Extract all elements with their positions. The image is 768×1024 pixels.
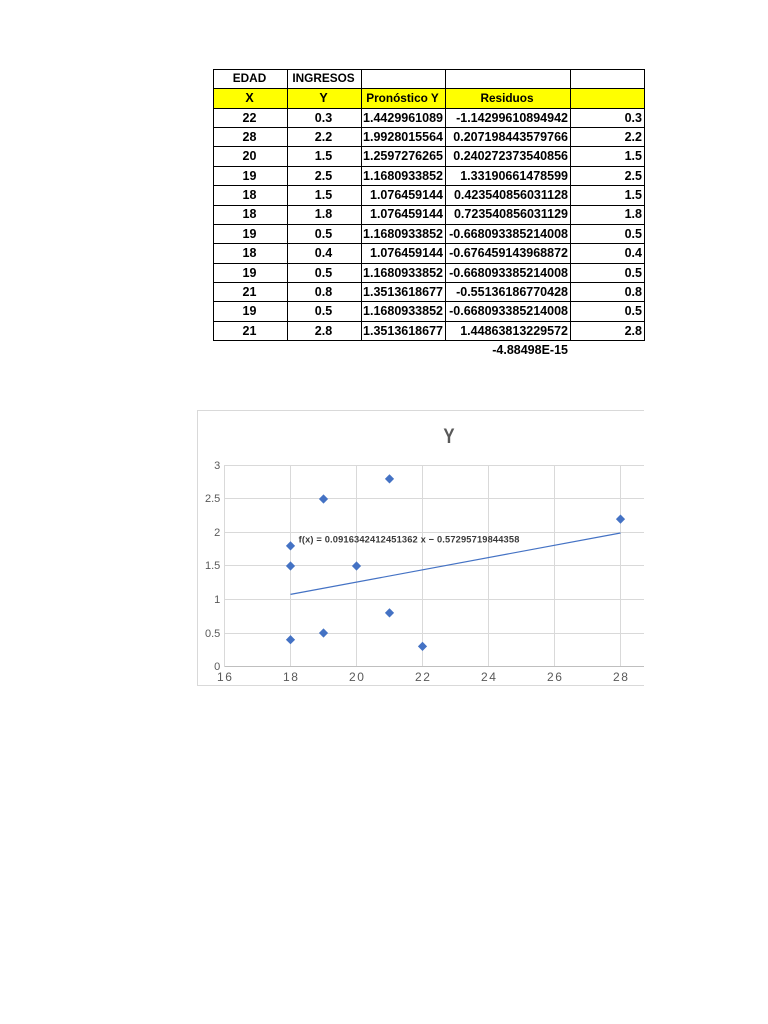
svg-text:f(x) = 0.0916342412451362 x −: f(x) = 0.0916342412451362 x − 0.57295719…	[299, 535, 520, 545]
svg-text:0.5: 0.5	[205, 628, 220, 640]
svg-text:20: 20	[349, 670, 366, 684]
svg-text:3: 3	[214, 460, 220, 472]
svg-text:2: 2	[214, 527, 220, 539]
svg-text:16: 16	[217, 670, 234, 684]
svg-text:18: 18	[283, 670, 300, 684]
svg-text:28: 28	[613, 670, 630, 684]
svg-text:24: 24	[481, 670, 498, 684]
svg-text:1: 1	[214, 594, 220, 606]
svg-text:Y: Y	[443, 425, 454, 448]
svg-text:0: 0	[214, 661, 220, 673]
svg-text:22: 22	[415, 670, 432, 684]
svg-text:26: 26	[547, 670, 564, 684]
svg-text:1.5: 1.5	[205, 560, 220, 572]
svg-text:2.5: 2.5	[205, 493, 220, 505]
